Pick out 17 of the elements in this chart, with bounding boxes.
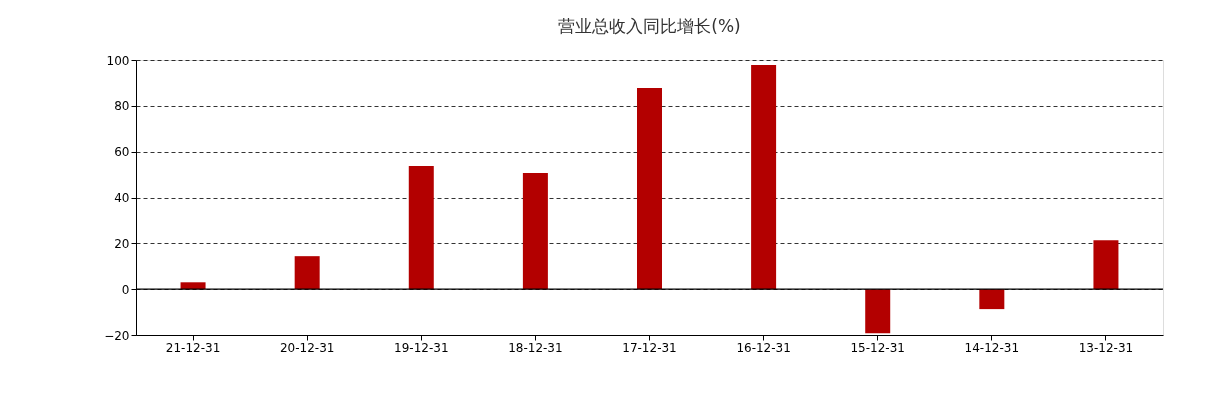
y-tick-label: −20 [104, 328, 130, 343]
y-tick-label: 80 [114, 99, 130, 114]
x-tick-label: 13-12-31 [1078, 340, 1134, 355]
x-tick-label: 17-12-31 [622, 340, 677, 355]
x-tick-label: 20-12-31 [279, 340, 335, 355]
y-tick-label: 0 [121, 282, 130, 297]
y-tick-label: 100 [106, 53, 130, 68]
x-tick-label: 14-12-31 [964, 340, 1020, 355]
x-tick-label: 18-12-31 [508, 340, 563, 355]
y-tick-label: 60 [114, 145, 130, 160]
chart-title: 营业总收入同比增长(%) [558, 16, 741, 36]
y-tick-label: 40 [114, 191, 130, 205]
x-tick-label: 16-12-31 [736, 340, 791, 355]
x-tick-label: 19-12-31 [394, 340, 449, 355]
x-tick-label: 21-12-31 [165, 340, 221, 355]
y-tick-label: 20 [114, 236, 130, 251]
x-tick-label: 15-12-31 [850, 340, 905, 355]
